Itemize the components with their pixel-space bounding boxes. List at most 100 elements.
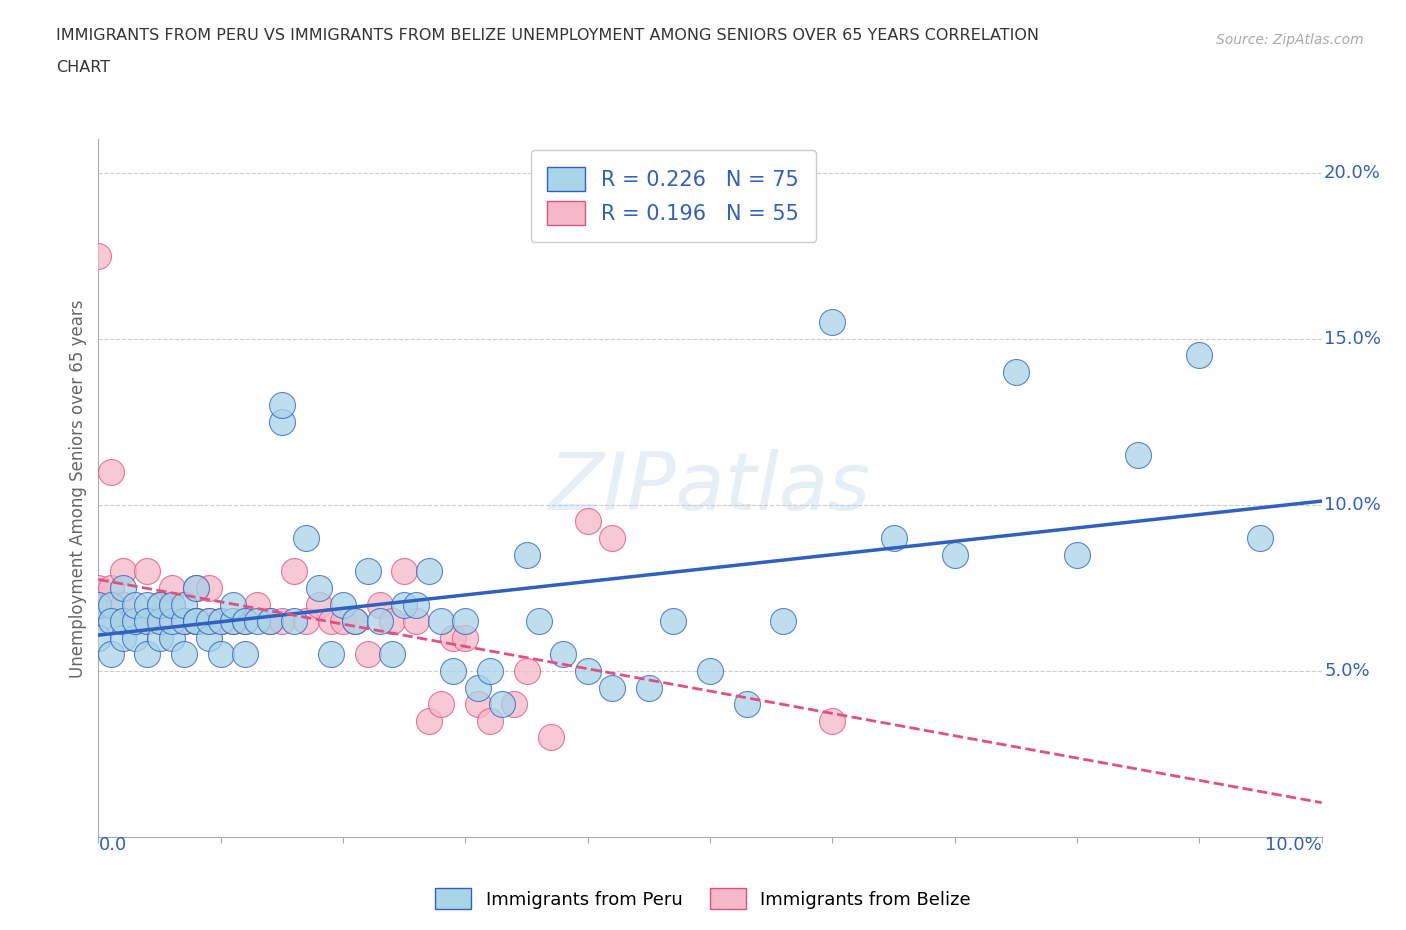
Point <box>87 580 110 595</box>
Point <box>124 614 146 629</box>
Point <box>259 614 281 629</box>
Point <box>124 597 146 612</box>
Point <box>1249 531 1271 546</box>
Point <box>600 680 623 695</box>
Point <box>222 614 245 629</box>
Point <box>233 614 256 629</box>
Point <box>392 564 416 578</box>
Point <box>87 597 110 612</box>
Point <box>173 614 195 629</box>
Point <box>87 597 110 612</box>
Point <box>467 680 489 695</box>
Point <box>368 597 391 612</box>
Point <box>246 597 269 612</box>
Text: 0.0: 0.0 <box>98 835 127 854</box>
Point <box>87 631 110 645</box>
Point <box>173 614 195 629</box>
Point <box>319 647 342 662</box>
Point <box>430 697 453 711</box>
Point <box>209 647 232 662</box>
Point <box>197 614 219 629</box>
Point <box>821 713 844 728</box>
Point <box>136 564 159 578</box>
Point <box>149 614 172 629</box>
Point <box>100 614 122 629</box>
Point <box>344 614 367 629</box>
Point <box>124 614 146 629</box>
Point <box>319 614 342 629</box>
Text: 20.0%: 20.0% <box>1324 164 1381 181</box>
Text: ZIPatlas: ZIPatlas <box>548 449 872 527</box>
Text: Source: ZipAtlas.com: Source: ZipAtlas.com <box>1216 33 1364 46</box>
Point <box>100 580 122 595</box>
Point <box>772 614 794 629</box>
Point <box>454 614 477 629</box>
Point <box>233 647 256 662</box>
Point <box>699 663 721 678</box>
Point <box>270 614 292 629</box>
Point <box>418 564 440 578</box>
Text: 15.0%: 15.0% <box>1324 330 1381 348</box>
Point <box>160 580 183 595</box>
Point <box>186 614 208 629</box>
Point <box>553 647 575 662</box>
Text: 5.0%: 5.0% <box>1324 662 1369 680</box>
Point <box>111 614 134 629</box>
Point <box>381 647 404 662</box>
Point <box>332 614 354 629</box>
Point <box>197 631 219 645</box>
Point <box>943 547 966 562</box>
Point <box>209 614 232 629</box>
Point <box>149 597 172 612</box>
Point <box>356 564 378 578</box>
Point <box>430 614 453 629</box>
Point <box>283 614 305 629</box>
Point <box>124 631 146 645</box>
Point <box>233 614 256 629</box>
Point <box>186 614 208 629</box>
Point <box>173 614 195 629</box>
Point <box>441 663 464 678</box>
Point <box>160 597 183 612</box>
Point <box>368 614 391 629</box>
Text: IMMIGRANTS FROM PERU VS IMMIGRANTS FROM BELIZE UNEMPLOYMENT AMONG SENIORS OVER 6: IMMIGRANTS FROM PERU VS IMMIGRANTS FROM … <box>56 28 1039 43</box>
Point <box>186 614 208 629</box>
Point <box>344 614 367 629</box>
Legend: R = 0.226   N = 75, R = 0.196   N = 55: R = 0.226 N = 75, R = 0.196 N = 55 <box>530 150 815 242</box>
Point <box>124 614 146 629</box>
Point <box>149 597 172 612</box>
Point <box>160 614 183 629</box>
Point <box>100 597 122 612</box>
Point <box>662 614 685 629</box>
Point <box>478 663 501 678</box>
Point <box>100 614 122 629</box>
Point <box>516 663 538 678</box>
Point <box>527 614 550 629</box>
Point <box>576 663 599 678</box>
Point <box>491 697 513 711</box>
Point <box>332 597 354 612</box>
Point <box>209 614 232 629</box>
Legend: Immigrants from Peru, Immigrants from Belize: Immigrants from Peru, Immigrants from Be… <box>427 881 979 916</box>
Point <box>149 631 172 645</box>
Point <box>356 647 378 662</box>
Point <box>222 614 245 629</box>
Point <box>160 597 183 612</box>
Point <box>136 647 159 662</box>
Point <box>1188 348 1211 363</box>
Point <box>173 647 195 662</box>
Point <box>308 597 330 612</box>
Point <box>136 597 159 612</box>
Point <box>173 614 195 629</box>
Point <box>392 597 416 612</box>
Point <box>197 580 219 595</box>
Point <box>87 248 110 263</box>
Point <box>87 614 110 629</box>
Point <box>149 614 172 629</box>
Point <box>405 597 427 612</box>
Text: 10.0%: 10.0% <box>1265 835 1322 854</box>
Point <box>259 614 281 629</box>
Y-axis label: Unemployment Among Seniors over 65 years: Unemployment Among Seniors over 65 years <box>69 299 87 677</box>
Point <box>111 597 134 612</box>
Point <box>295 531 318 546</box>
